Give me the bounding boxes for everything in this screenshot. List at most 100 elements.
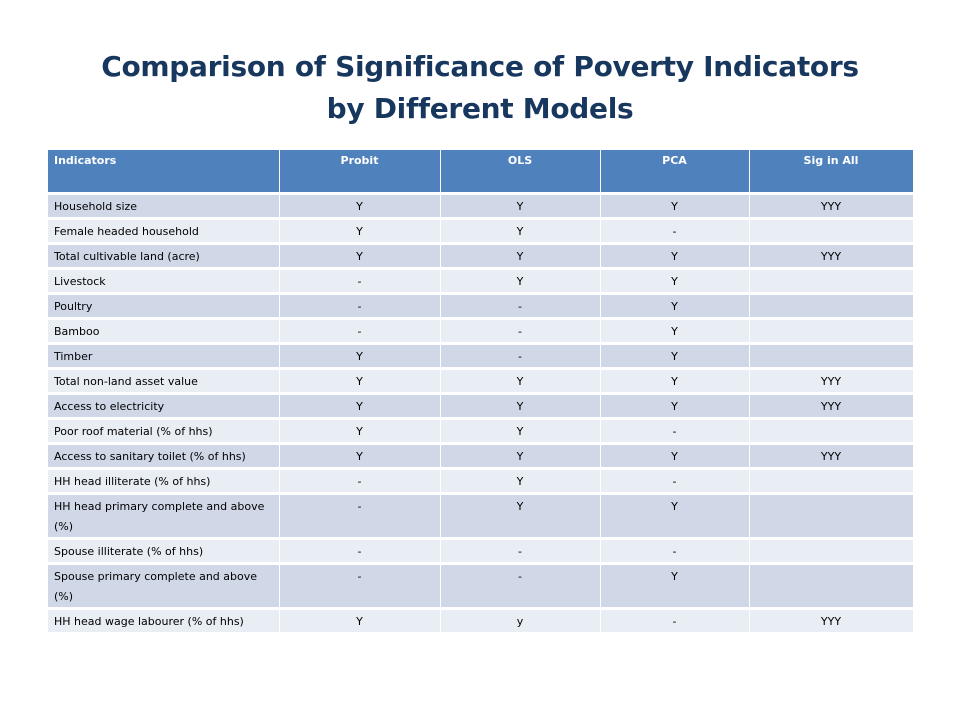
sig-in-all-cell xyxy=(749,418,914,445)
indicator-cell: Access to electricity xyxy=(48,393,280,420)
probit-cell: Y xyxy=(279,343,441,370)
ols-cell: Y xyxy=(440,468,601,495)
sig-in-all-cell xyxy=(749,293,914,320)
sig-in-all-cell xyxy=(749,268,914,295)
indicator-cell: HH head illiterate (% of hhs) xyxy=(48,468,280,495)
table-header: Indicators Probit OLS PCA Sig in All xyxy=(48,150,914,195)
sig-in-all-cell xyxy=(749,218,914,245)
ols-cell: Y xyxy=(440,418,601,445)
ols-cell: - xyxy=(440,318,601,345)
ols-cell: - xyxy=(440,343,601,370)
table-row: Total cultivable land (acre) Y Y Y YYY xyxy=(48,243,914,270)
header-ols: OLS xyxy=(440,150,601,195)
ols-cell: Y xyxy=(440,218,601,245)
table-row: Household size Y Y Y YYY xyxy=(48,193,914,220)
pca-cell: Y xyxy=(600,318,750,345)
pca-cell: Y xyxy=(600,493,750,540)
probit-cell: Y xyxy=(279,193,441,220)
sig-in-all-cell: YYY xyxy=(749,393,914,420)
header-indicators: Indicators xyxy=(48,150,280,195)
probit-cell: Y xyxy=(279,443,441,470)
sig-in-all-cell: YYY xyxy=(749,443,914,470)
probit-cell: - xyxy=(279,293,441,320)
probit-cell: Y xyxy=(279,608,441,635)
table-row: Poor roof material (% of hhs) Y Y - xyxy=(48,418,914,445)
ols-cell: Y xyxy=(440,393,601,420)
sig-in-all-cell: YYY xyxy=(749,608,914,635)
probit-cell: Y xyxy=(279,218,441,245)
sig-in-all-cell xyxy=(749,538,914,565)
pca-cell: - xyxy=(600,538,750,565)
table-row: Poultry - - Y xyxy=(48,293,914,320)
ols-cell: Y xyxy=(440,368,601,395)
indicator-cell: Spouse illiterate (% of hhs) xyxy=(48,538,280,565)
probit-cell: Y xyxy=(279,243,441,270)
probit-cell: Y xyxy=(279,393,441,420)
table-body: Household size Y Y Y YYY Female headed househ… xyxy=(48,193,914,635)
table-row: Spouse illiterate (% of hhs) - - - xyxy=(48,538,914,565)
pca-cell: - xyxy=(600,218,750,245)
table-row: Livestock - Y Y xyxy=(48,268,914,295)
title-line-2: by Different Models xyxy=(326,92,634,125)
pca-cell: Y xyxy=(600,268,750,295)
sig-in-all-cell xyxy=(749,493,914,540)
pca-cell: - xyxy=(600,468,750,495)
sig-in-all-cell xyxy=(749,343,914,370)
probit-cell: - xyxy=(279,468,441,495)
indicator-cell: HH head primary complete and above (%) xyxy=(48,493,280,540)
indicator-cell: Poor roof material (% of hhs) xyxy=(48,418,280,445)
table-row: Spouse primary complete and above (%) - - Y xyxy=(48,563,914,610)
probit-cell: Y xyxy=(279,368,441,395)
sig-in-all-cell: YYY xyxy=(749,193,914,220)
indicator-cell: Bamboo xyxy=(48,318,280,345)
table-row: Access to electricity Y Y Y YYY xyxy=(48,393,914,420)
indicator-cell: Livestock xyxy=(48,268,280,295)
indicator-cell: Access to sanitary toilet (% of hhs) xyxy=(48,443,280,470)
pca-cell: Y xyxy=(600,293,750,320)
sig-in-all-cell xyxy=(749,563,914,610)
ols-cell: - xyxy=(440,538,601,565)
header-sig-in-all: Sig in All xyxy=(749,150,914,195)
title-line-1: Comparison of Significance of Poverty In… xyxy=(101,50,859,83)
ols-cell: Y xyxy=(440,243,601,270)
probit-cell: - xyxy=(279,563,441,610)
ols-cell: - xyxy=(440,293,601,320)
table-row: Bamboo - - Y xyxy=(48,318,914,345)
sig-in-all-cell: YYY xyxy=(749,368,914,395)
probit-cell: - xyxy=(279,318,441,345)
header-probit: Probit xyxy=(279,150,441,195)
ols-cell: Y xyxy=(440,443,601,470)
table-row: Female headed household Y Y - xyxy=(48,218,914,245)
pca-cell: Y xyxy=(600,243,750,270)
pca-cell: Y xyxy=(600,443,750,470)
sig-in-all-cell xyxy=(749,468,914,495)
pca-cell: Y xyxy=(600,368,750,395)
probit-cell: - xyxy=(279,538,441,565)
pca-cell: Y xyxy=(600,343,750,370)
table-row: Total non-land asset value Y Y Y YYY xyxy=(48,368,914,395)
indicator-cell: Poultry xyxy=(48,293,280,320)
ols-cell: Y xyxy=(440,268,601,295)
table-row: Access to sanitary toilet (% of hhs) Y Y Y Y… xyxy=(48,443,914,470)
header-row: Indicators Probit OLS PCA Sig in All xyxy=(48,150,914,195)
table-row: HH head primary complete and above (%) - Y… xyxy=(48,493,914,540)
table-row: Timber Y - Y xyxy=(48,343,914,370)
indicator-cell: Spouse primary complete and above (%) xyxy=(48,563,280,610)
header-pca: PCA xyxy=(600,150,750,195)
indicator-cell: Total non-land asset value xyxy=(48,368,280,395)
pca-cell: - xyxy=(600,608,750,635)
probit-cell: - xyxy=(279,268,441,295)
indicator-cell: Timber xyxy=(48,343,280,370)
pca-cell: Y xyxy=(600,563,750,610)
ols-cell: y xyxy=(440,608,601,635)
sig-in-all-cell: YYY xyxy=(749,243,914,270)
indicator-cell: Total cultivable land (acre) xyxy=(48,243,280,270)
indicator-cell: Household size xyxy=(48,193,280,220)
ols-cell: Y xyxy=(440,493,601,540)
pca-cell: - xyxy=(600,418,750,445)
sig-in-all-cell xyxy=(749,318,914,345)
ols-cell: - xyxy=(440,563,601,610)
ols-cell: Y xyxy=(440,193,601,220)
indicator-cell: Female headed household xyxy=(48,218,280,245)
